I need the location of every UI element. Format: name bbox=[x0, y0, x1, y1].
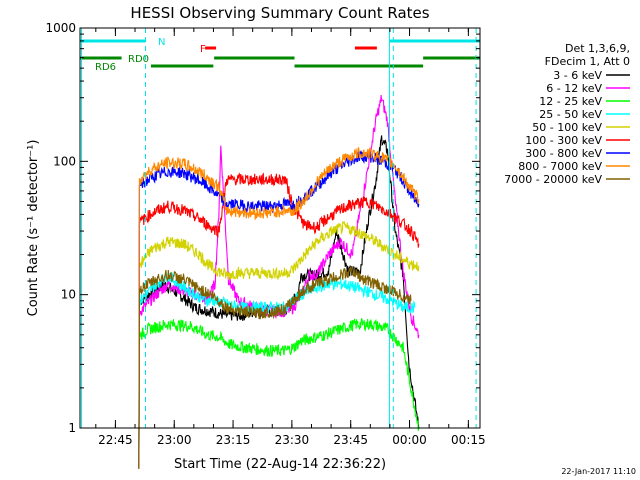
bar-label-n: N bbox=[158, 37, 165, 48]
x-tick-label-4: 23:45 bbox=[333, 433, 368, 447]
series-line-7000-20000-kev bbox=[138, 265, 412, 469]
legend-label-100-300-kev: 100 - 300 keV bbox=[525, 134, 602, 147]
series-line-50-100-kev bbox=[138, 221, 420, 469]
series-line-100-300-kev bbox=[138, 172, 420, 469]
y-tick-label-3: 1000 bbox=[45, 21, 76, 35]
bar-label-rd6: RD6 bbox=[95, 62, 116, 73]
legend-label-6-12-kev: 6 - 12 keV bbox=[546, 82, 602, 95]
series-line-3-6-kev bbox=[138, 135, 420, 469]
vlines-layer bbox=[81, 28, 477, 428]
series-line-25-50-kev bbox=[138, 271, 416, 469]
legend-label-12-25-kev: 12 - 25 keV bbox=[539, 95, 602, 108]
legend-label-50-100-kev: 50 - 100 keV bbox=[532, 121, 602, 134]
series-line-300-800-kev bbox=[138, 150, 420, 469]
legend-label-300-800-kev: 300 - 800 keV bbox=[525, 147, 602, 160]
chart-title: HESSI Observing Summary Count Rates bbox=[130, 4, 429, 22]
legend-label-25-50-kev: 25 - 50 keV bbox=[539, 108, 602, 121]
x-tick-label-0: 22:45 bbox=[98, 433, 133, 447]
bar-label-f: F bbox=[200, 44, 206, 55]
legend-label-7000-20000-kev: 7000 - 20000 keV bbox=[504, 173, 602, 186]
legend-header-1: Det 1,3,6,9, bbox=[565, 42, 630, 55]
x-tick-label-6: 00:15 bbox=[451, 433, 486, 447]
legend-label-800-7000-kev: 800 - 7000 keV bbox=[518, 160, 602, 173]
y-tick-label-1: 10 bbox=[61, 288, 76, 302]
bars-layer: N F RD0 RD6 bbox=[80, 37, 480, 73]
x-tick-label-3: 23:30 bbox=[275, 433, 310, 447]
legend-label-3-6-kev: 3 - 6 keV bbox=[553, 69, 602, 82]
series-line-12-25-kev bbox=[138, 318, 420, 469]
ticks-layer: 22:45 23:00 23:15 23:30 23:45 00:00 00:15 1 10 10… bbox=[45, 21, 485, 447]
series-line-800-7000-kev bbox=[138, 147, 420, 469]
x-tick-label-5: 00:00 bbox=[392, 433, 427, 447]
x-axis-label: Start Time (22-Aug-14 22:36:22) bbox=[174, 457, 386, 472]
y-tick-label-0: 1 bbox=[68, 421, 76, 435]
y-axis-label: Count Rate (s⁻¹ detector⁻¹) bbox=[26, 140, 41, 317]
series-layer bbox=[138, 94, 420, 469]
legend-header-2: FDecim 1, Att 0 bbox=[545, 55, 630, 68]
x-tick-label-2: 23:15 bbox=[216, 433, 251, 447]
plot-frame bbox=[79, 27, 481, 429]
x-tick-label-1: 23:00 bbox=[157, 433, 192, 447]
bar-label-rd0: RD0 bbox=[128, 54, 149, 65]
y-tick-label-2: 100 bbox=[53, 154, 76, 168]
footer-date: 22-Jan-2017 11:10 bbox=[561, 467, 636, 476]
